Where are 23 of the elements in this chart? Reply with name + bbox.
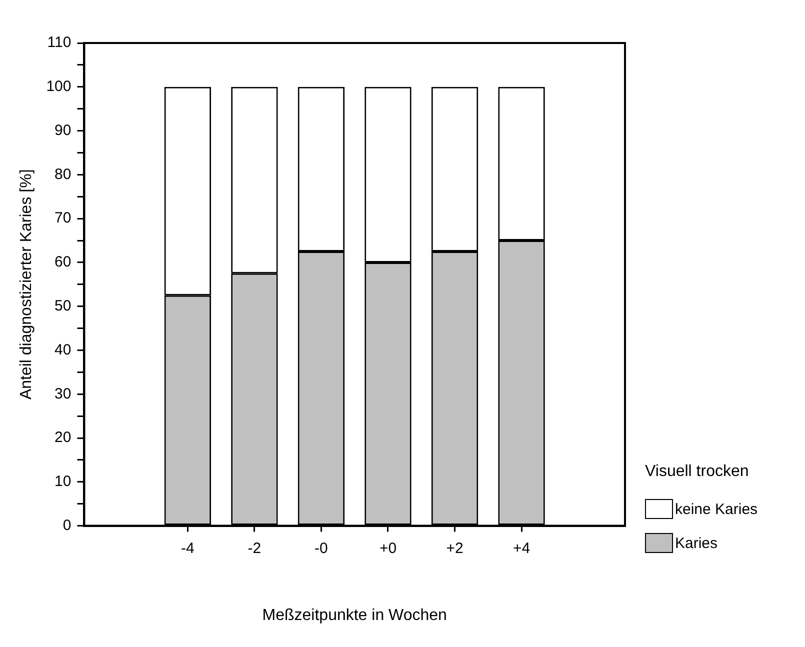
y-tick-label: 30 [54,385,72,402]
x-tick-label: +4 [512,540,530,557]
x-axis-title: Meßzeitpunkte in Wochen [262,606,447,624]
y-tick-label: 70 [54,210,72,227]
legend-title: Visuell trocken [645,463,750,481]
x-tick-label: +2 [446,540,464,557]
y-tick-label: 80 [54,166,72,183]
text: keine Karies [675,500,758,518]
legend-label: Karies [675,534,718,552]
y-tick-label: 10 [54,473,72,490]
y-tick-label: 90 [54,122,72,139]
y-tick-label: 50 [54,297,72,314]
y-tick-label: 20 [54,429,72,446]
y-tick-label: 40 [54,341,72,358]
x-tick-label: +0 [379,540,397,557]
y-tick-label: 110 [47,34,72,52]
x-tick-label: -0 [314,540,328,557]
x-tick-label: -4 [181,540,194,557]
y-tick-label: 100 [46,78,72,96]
y-tick-label: 60 [54,254,72,271]
y-tick-label: 0 [62,516,72,534]
y-axis-title: Anteil diagnostizierter Karies [%] [18,169,36,400]
x-tick-label: -2 [248,540,262,557]
